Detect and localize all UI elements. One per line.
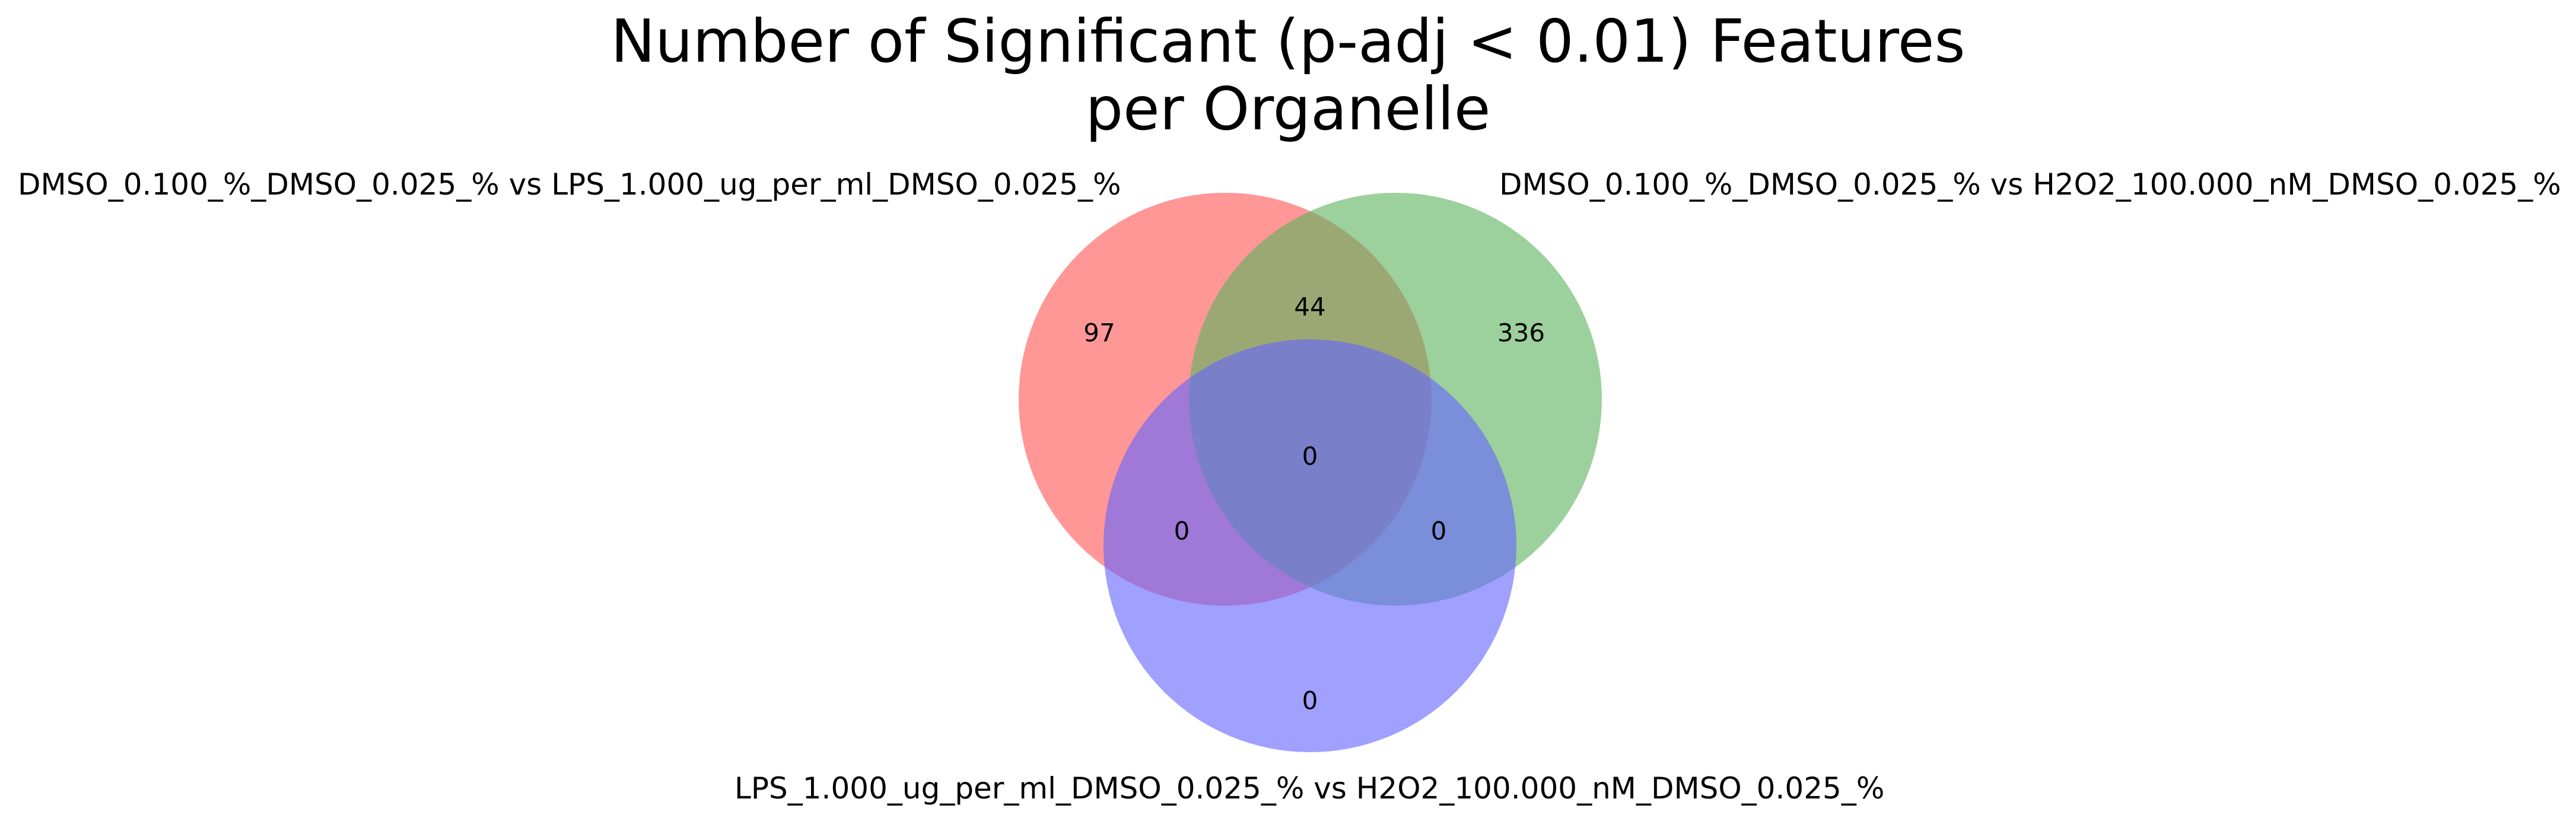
- set-a-label: DMSO_0.100_%_DMSO_0.025_% vs LPS_1.000_u…: [18, 167, 1121, 202]
- region-only-b-count: 336: [1497, 319, 1545, 348]
- region-only-c-count: 0: [1302, 686, 1318, 715]
- region-only-a-count: 97: [1083, 319, 1115, 348]
- set-b-label: DMSO_0.100_%_DMSO_0.025_% vs H2O2_100.00…: [1499, 167, 2561, 202]
- chart-title-line-1: Number of Significant (p-adj < 0.01) Fea…: [610, 7, 1966, 76]
- set-c-label: LPS_1.000_ug_per_ml_DMSO_0.025_% vs H2O2…: [734, 771, 1885, 806]
- set-c-circle: [1103, 339, 1516, 752]
- chart-title-line-2: per Organelle: [1085, 74, 1491, 144]
- region-a-b-c-count: 0: [1302, 442, 1318, 471]
- region-b-and-c-count: 0: [1431, 517, 1447, 546]
- region-a-and-b-count: 44: [1294, 292, 1325, 322]
- region-a-and-c-count: 0: [1174, 517, 1190, 546]
